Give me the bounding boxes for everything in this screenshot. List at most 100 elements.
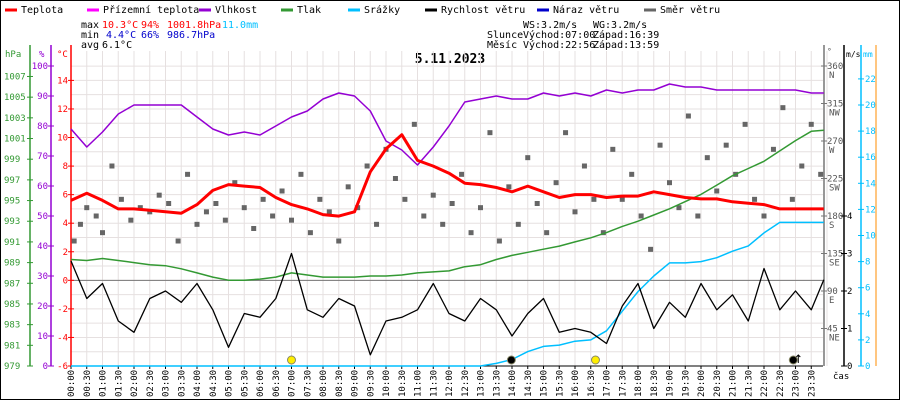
temp-tick-label: -4 [57,333,68,343]
direction-tick-label: 90 [827,287,838,297]
direction-name-label: NE [829,334,840,344]
wind-direction-point [752,196,758,202]
rain-tick-label: 10 [865,232,876,242]
humidity-tick-label: 10 [37,332,48,342]
wind-direction-point [100,230,105,236]
direction-name-label: NW [829,109,840,119]
wind-direction-point [676,205,682,211]
hpa-tick-label: 979 [4,362,20,372]
humidity-tick-label: 80 [37,122,48,132]
stats-block: max 10.3°C 94% 1001.8hPa 11.0mm min 4.4°… [81,20,659,51]
wind-direction-point [118,196,124,202]
humidity-tick-label: 0 [43,362,48,372]
wind-direction-point [374,221,380,227]
x-tick-label: 22:30 [776,370,786,397]
hpa-tick-label: 983 [4,321,20,331]
wind-direction-point [185,171,191,177]
direction-tick-label: 225 [827,175,843,185]
wind-direction-point [289,217,294,223]
avg-label: avg [81,40,99,51]
temp-tick-label: 12 [57,105,68,115]
wind-direction-point [93,213,99,219]
direction-tick-label: 315 [827,100,843,110]
max-rain: 11.0mm [222,20,258,31]
x-tick-label: 13:30 [492,370,502,397]
wind-direction-point [402,196,408,202]
rain-tick-label: 6 [865,284,870,294]
x-tick-label: 18:30 [650,370,660,397]
x-tick-label: 18:00 [634,370,644,397]
direction-name-label: S [829,221,834,231]
direction-name-label: W [829,146,835,156]
x-tick-label: 08:00 [319,370,329,397]
wind-direction-point [468,230,474,236]
legend-label: Rychlost větru [441,4,525,16]
hpa-tick-label: 995 [4,197,20,207]
x-tick-label: 19:30 [681,370,691,397]
wind-direction-point [392,176,398,181]
rain-tick-label: 16 [865,153,876,163]
wind-direction-point [175,238,181,244]
x-tick-label: 20:30 [713,370,723,397]
rain-tick-label: 14 [865,179,876,189]
x-tick-label: 15:00 [540,370,550,397]
wind-direction-point [147,209,153,215]
hpa-tick-label: 985 [4,300,20,310]
x-tick-label: 21:30 [744,370,754,397]
wind-direction-point [307,230,313,236]
max-label: max [81,20,99,31]
wind-direction-point [789,196,795,202]
wind-direction-point [581,163,587,169]
hpa-tick-label: 981 [4,341,20,351]
hpa-tick-label: 991 [4,238,20,248]
sunrise-marker [287,355,296,365]
legend: Teplota Přízemní teplota Vlhkost Tlak Srážky… [5,4,720,16]
humidity-tick-label: 40 [37,242,48,252]
wind-direction-point [279,188,285,194]
wind-direction-point [619,196,625,202]
wind-direction-point [657,142,663,148]
wind-direction-point [600,230,606,236]
x-tick-label: 07:00 [288,370,298,397]
avg-temp: 6.1°C [102,40,132,51]
temp-tick-label: 14 [57,76,68,86]
direction-tick-label: 45 [827,325,838,335]
x-tick-label: 06:30 [272,370,282,397]
x-tick-label: 12:00 [445,370,455,397]
x-tick-label: 03:00 [162,370,172,397]
humidity-tick-label: 100 [32,62,48,72]
wind-speed-axis-label: m/s [846,50,861,59]
x-tick-label: 09:30 [366,370,376,397]
wind-direction-point [232,180,238,186]
x-tick-label: 16:30 [587,370,597,397]
x-tick-label: 07:30 [303,370,313,397]
wind-direction-point [799,163,805,169]
x-tick-label: 05:30 [240,370,250,397]
humidity-tick-label: 70 [37,152,48,162]
x-tick-label: 19:00 [666,370,676,397]
wind-direction-point [648,246,654,252]
wind-direction-point [638,213,644,219]
wind-direction-point [251,226,257,231]
direction-tick-label: 135 [827,250,843,260]
x-tick-label: 21:00 [729,370,739,397]
wind-direction-point [411,121,417,127]
sunset-marker [590,355,600,365]
wind-direction-point [515,221,521,227]
wind-direction-point [203,209,209,215]
temp-axis-label: °C [57,50,68,60]
humidity-tick-label: 30 [37,272,48,282]
wind-direction-point [336,238,342,244]
x-tick-label: 10:30 [398,370,408,397]
wind-direction-point [137,205,143,211]
x-tick-label: 03:30 [177,370,187,397]
x-tick-label: 23:00 [792,370,802,397]
wind-direction-point [506,184,512,190]
temp-tick-label: 4 [63,219,68,229]
temp-tick-label: 0 [63,276,68,286]
wind-direction-point [298,171,304,177]
legend-label: Vlhkost [215,5,257,16]
x-tick-label: 11:00 [414,370,424,397]
x-tick-label: 04:30 [209,370,219,397]
